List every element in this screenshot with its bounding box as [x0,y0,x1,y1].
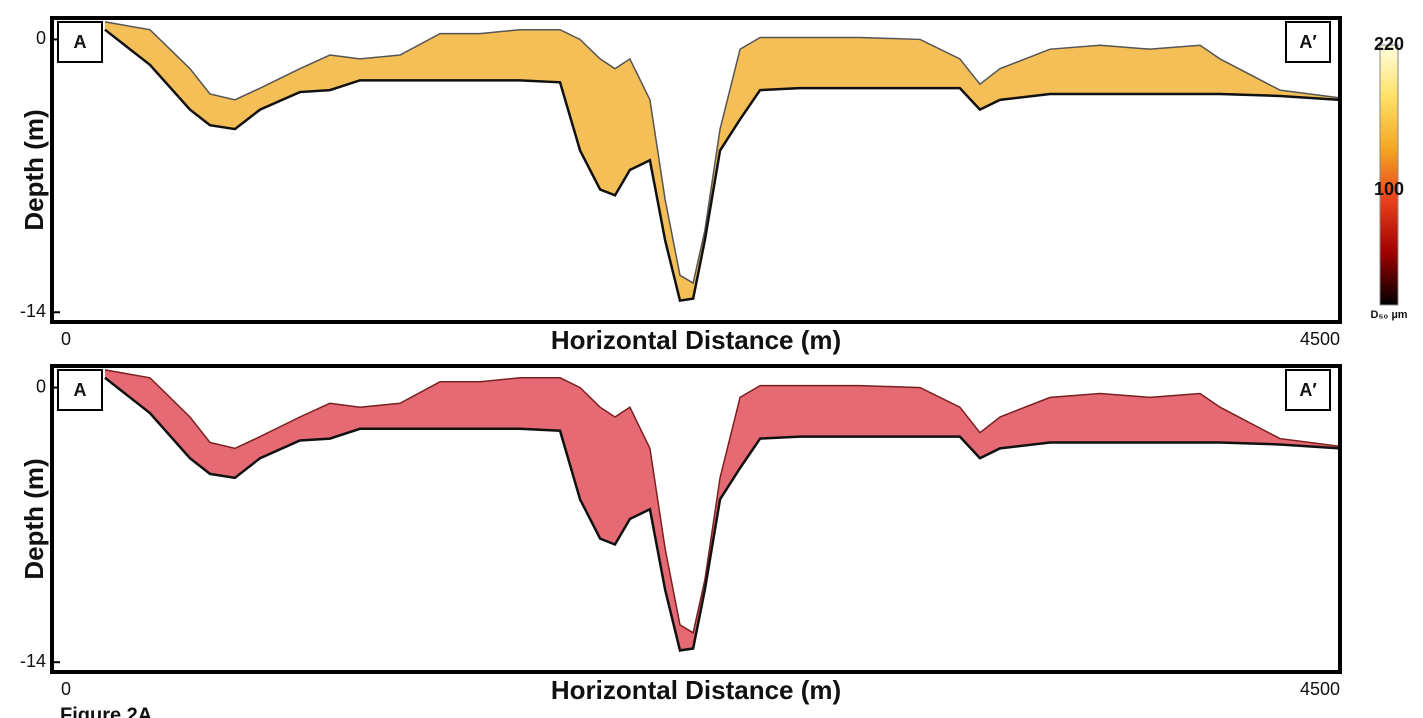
y-tick-label: 0 [36,28,46,48]
panel: 0 -14 0 4500 Horizontal Distance (m) Depth (m… [19,18,1408,355]
corner-label: A [74,380,87,400]
x-axis-title: Horizontal Distance (m) [551,325,841,355]
colorbar [1380,45,1398,305]
x-axis-title: Horizontal Distance (m) [551,675,841,705]
sediment-fill [105,22,1340,301]
x-tick-label: 4500 [1300,329,1340,349]
y-tick-label: -14 [20,301,46,321]
y-tick-label: -14 [20,651,46,671]
panel: 0 -14 0 4500 Horizontal Distance (m) Depth (m… [19,366,1340,705]
sediment-fill [105,370,1340,651]
y-axis-title: Depth (m) [19,458,49,579]
colorbar-label: D₅₀ µm [1370,309,1407,321]
figure: Figure 2A 0 -14 0 4500 Horizontal Distance (… [0,0,1423,718]
corner-label: A′ [1299,380,1316,400]
y-axis-title: Depth (m) [19,109,49,230]
caption: Figure 2A [60,704,152,718]
x-tick-label: 4500 [1300,679,1340,699]
y-tick-label: 0 [36,376,46,396]
colorbar-tick-label: 220 [1374,34,1404,54]
corner-label: A [74,32,87,52]
colorbar-tick-label: 100 [1374,179,1404,199]
corner-label: A′ [1299,32,1316,52]
x-tick-label: 0 [61,679,71,699]
x-tick-label: 0 [61,329,71,349]
